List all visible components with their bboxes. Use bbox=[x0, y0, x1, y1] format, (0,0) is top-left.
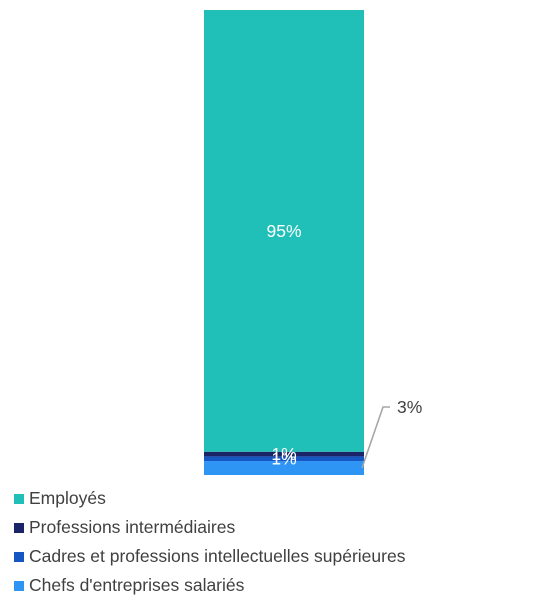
legend-item-employes: Employés bbox=[14, 484, 405, 513]
legend-swatch bbox=[14, 493, 24, 504]
data-label-professions-intermediaires: 1% bbox=[271, 444, 296, 464]
legend-label: Cadres et professions intellectuelles su… bbox=[29, 546, 406, 566]
legend-label: Professions intermédiaires bbox=[29, 517, 236, 537]
bar-segment-professions-intermediaires bbox=[204, 451, 364, 457]
legend-item-professions-intermediaires: Professions intermédiaires bbox=[14, 513, 405, 542]
legend-item-chefs-d-entreprises-salaries: Chefs d'entreprises salariés bbox=[14, 571, 405, 600]
legend: Employés Professions intermédiaires Cadres… bbox=[14, 484, 405, 600]
legend-item-cadres-et-professions-intellectuelles-superieures: Cadres et professions intellectuelles su… bbox=[14, 542, 405, 571]
legend-swatch bbox=[14, 580, 24, 591]
bar-segment-cadres-et-professions-intellectuelles-superieures bbox=[204, 456, 364, 462]
data-label-cadres-et-professions-intellectuelles-superieures: 1% bbox=[271, 449, 296, 469]
data-label-employes: 95% bbox=[266, 221, 301, 241]
legend-swatch bbox=[14, 522, 24, 533]
callout-leader-line bbox=[361, 406, 390, 469]
legend-label: Chefs d'entreprises salariés bbox=[29, 575, 245, 595]
legend-swatch bbox=[14, 551, 24, 562]
legend-label: Employés bbox=[29, 488, 106, 508]
bar-segment-chefs-d-entreprises-salaries bbox=[204, 461, 364, 475]
stacked-bar-chart: 95% 1%1% 3% bbox=[204, 10, 422, 475]
bar-segment-employes bbox=[204, 10, 364, 452]
data-label-chefs-d-entreprises-salaries: 3% bbox=[397, 397, 422, 417]
